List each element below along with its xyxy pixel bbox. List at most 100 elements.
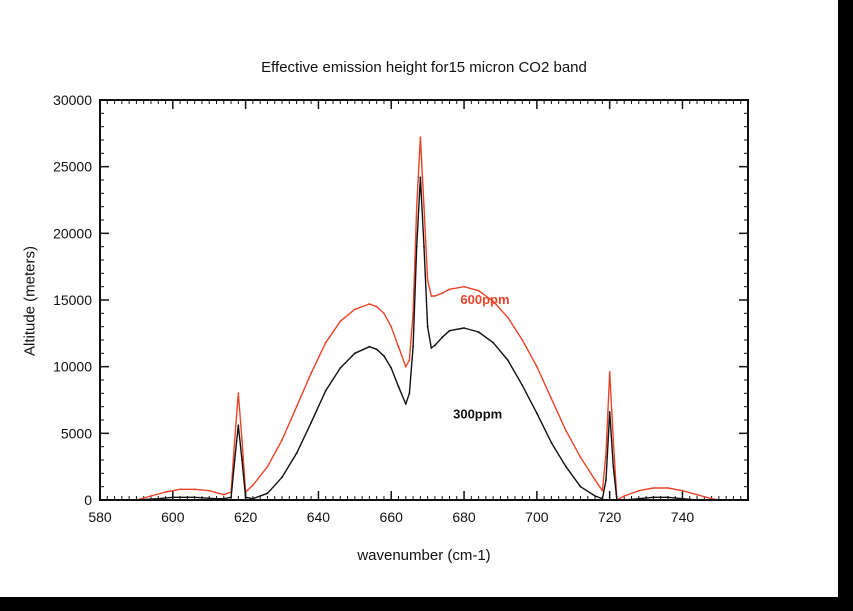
data-point-600ppm bbox=[605, 452, 607, 455]
data-point-300ppm bbox=[390, 367, 393, 369]
data-point-300ppm bbox=[230, 496, 232, 499]
data-point-600ppm bbox=[608, 371, 611, 373]
data-point-300ppm bbox=[353, 352, 356, 355]
data-point-600ppm bbox=[535, 365, 538, 368]
data-point-300ppm bbox=[434, 344, 436, 347]
data-point-600ppm bbox=[164, 491, 167, 493]
data-point-300ppm bbox=[281, 476, 283, 479]
data-point-300ppm bbox=[565, 465, 567, 468]
data-point-300ppm bbox=[404, 403, 407, 405]
data-point-300ppm bbox=[295, 452, 298, 455]
data-point-300ppm bbox=[171, 496, 174, 499]
x-tick-label: 640 bbox=[307, 509, 331, 525]
data-point-600ppm bbox=[550, 397, 553, 400]
data-point-300ppm bbox=[492, 341, 495, 344]
data-point-600ppm bbox=[492, 300, 495, 303]
y-tick-label: 30000 bbox=[53, 92, 92, 108]
data-point-600ppm bbox=[419, 136, 422, 139]
data-point-300ppm bbox=[419, 176, 422, 179]
y-tick-label: 20000 bbox=[53, 225, 92, 241]
data-point-600ppm bbox=[222, 493, 225, 496]
data-point-600ppm bbox=[652, 487, 655, 489]
data-point-600ppm bbox=[441, 292, 444, 295]
plot-frame bbox=[99, 99, 749, 501]
data-point-600ppm bbox=[623, 495, 626, 497]
data-point-600ppm bbox=[266, 465, 269, 468]
data-point-600ppm bbox=[430, 295, 433, 297]
data-point-600ppm bbox=[426, 279, 429, 281]
data-point-300ppm bbox=[310, 421, 313, 424]
data-point-300ppm bbox=[339, 367, 342, 369]
chart-title: Effective emission height for15 micron C… bbox=[261, 59, 587, 76]
chart-panel: Effective emission height for15 micron C… bbox=[0, 0, 838, 597]
data-point-600ppm bbox=[506, 316, 509, 319]
data-point-300ppm bbox=[266, 492, 269, 495]
data-point-600ppm bbox=[412, 312, 414, 315]
data-point-300ppm bbox=[550, 441, 553, 444]
data-point-600ppm bbox=[339, 320, 342, 323]
data-point-600ppm bbox=[241, 439, 243, 441]
data-point-300ppm bbox=[608, 411, 611, 413]
data-point-300ppm bbox=[441, 336, 444, 339]
data-point-600ppm bbox=[601, 489, 604, 492]
x-tick-label: 660 bbox=[380, 509, 404, 525]
data-point-300ppm bbox=[477, 331, 480, 333]
data-point-300ppm bbox=[375, 348, 378, 351]
data-point-600ppm bbox=[408, 359, 411, 361]
data-point-600ppm bbox=[310, 372, 313, 375]
data-point-600ppm bbox=[521, 339, 524, 341]
data-point-300ppm bbox=[448, 329, 451, 332]
data-point-300ppm bbox=[667, 496, 669, 499]
data-point-300ppm bbox=[463, 327, 465, 329]
data-point-300ppm bbox=[244, 496, 247, 499]
x-tick-label: 580 bbox=[88, 509, 112, 525]
data-point-600ppm bbox=[448, 288, 451, 291]
data-point-300ppm bbox=[408, 392, 411, 395]
data-point-300ppm bbox=[412, 345, 414, 348]
data-point-300ppm bbox=[430, 347, 433, 349]
data-point-600ppm bbox=[637, 489, 640, 492]
data-point-600ppm bbox=[397, 345, 400, 348]
data-point-600ppm bbox=[368, 303, 371, 305]
x-tick-label: 680 bbox=[452, 509, 476, 525]
data-point-600ppm bbox=[281, 439, 283, 441]
data-point-600ppm bbox=[434, 295, 436, 297]
data-point-300ppm bbox=[383, 355, 385, 357]
data-point-600ppm bbox=[390, 325, 393, 328]
data-point-300ppm bbox=[605, 479, 607, 481]
data-point-600ppm bbox=[233, 439, 236, 441]
data-point-600ppm bbox=[594, 479, 597, 481]
data-point-600ppm bbox=[696, 493, 698, 496]
data-point-300ppm bbox=[426, 325, 429, 328]
data-point-600ppm bbox=[375, 305, 378, 308]
data-point-600ppm bbox=[667, 487, 669, 489]
data-point-600ppm bbox=[579, 456, 582, 459]
x-tick-label: 620 bbox=[234, 509, 258, 525]
data-point-300ppm bbox=[535, 412, 538, 415]
data-point-300ppm bbox=[506, 359, 509, 361]
y-tick-label: 0 bbox=[84, 492, 92, 508]
data-point-600ppm bbox=[353, 308, 356, 311]
data-point-600ppm bbox=[324, 341, 327, 344]
data-point-300ppm bbox=[423, 245, 425, 248]
data-point-300ppm bbox=[652, 496, 655, 499]
data-point-300ppm bbox=[237, 424, 240, 427]
data-point-600ppm bbox=[477, 289, 480, 292]
data-point-300ppm bbox=[241, 459, 243, 461]
x-axis-title: wavenumber (cm-1) bbox=[357, 547, 491, 564]
data-point-600ppm bbox=[681, 489, 684, 492]
data-point-600ppm bbox=[463, 285, 465, 288]
data-point-600ppm bbox=[179, 488, 181, 491]
y-tick-label: 15000 bbox=[53, 292, 92, 308]
y-tick-label: 25000 bbox=[53, 159, 92, 175]
data-point-300ppm bbox=[594, 495, 597, 497]
data-point-300ppm bbox=[415, 245, 418, 248]
plot-area: 580 600 620 640 660 680 700 720 740 0 5000 10000 150… bbox=[53, 92, 749, 525]
y-tick-label: 5000 bbox=[61, 425, 92, 441]
data-point-600ppm bbox=[565, 429, 567, 432]
data-point-600ppm bbox=[404, 365, 407, 368]
x-tick-label: 700 bbox=[525, 509, 549, 525]
data-point-600ppm bbox=[612, 439, 615, 441]
data-point-300ppm bbox=[521, 384, 524, 387]
